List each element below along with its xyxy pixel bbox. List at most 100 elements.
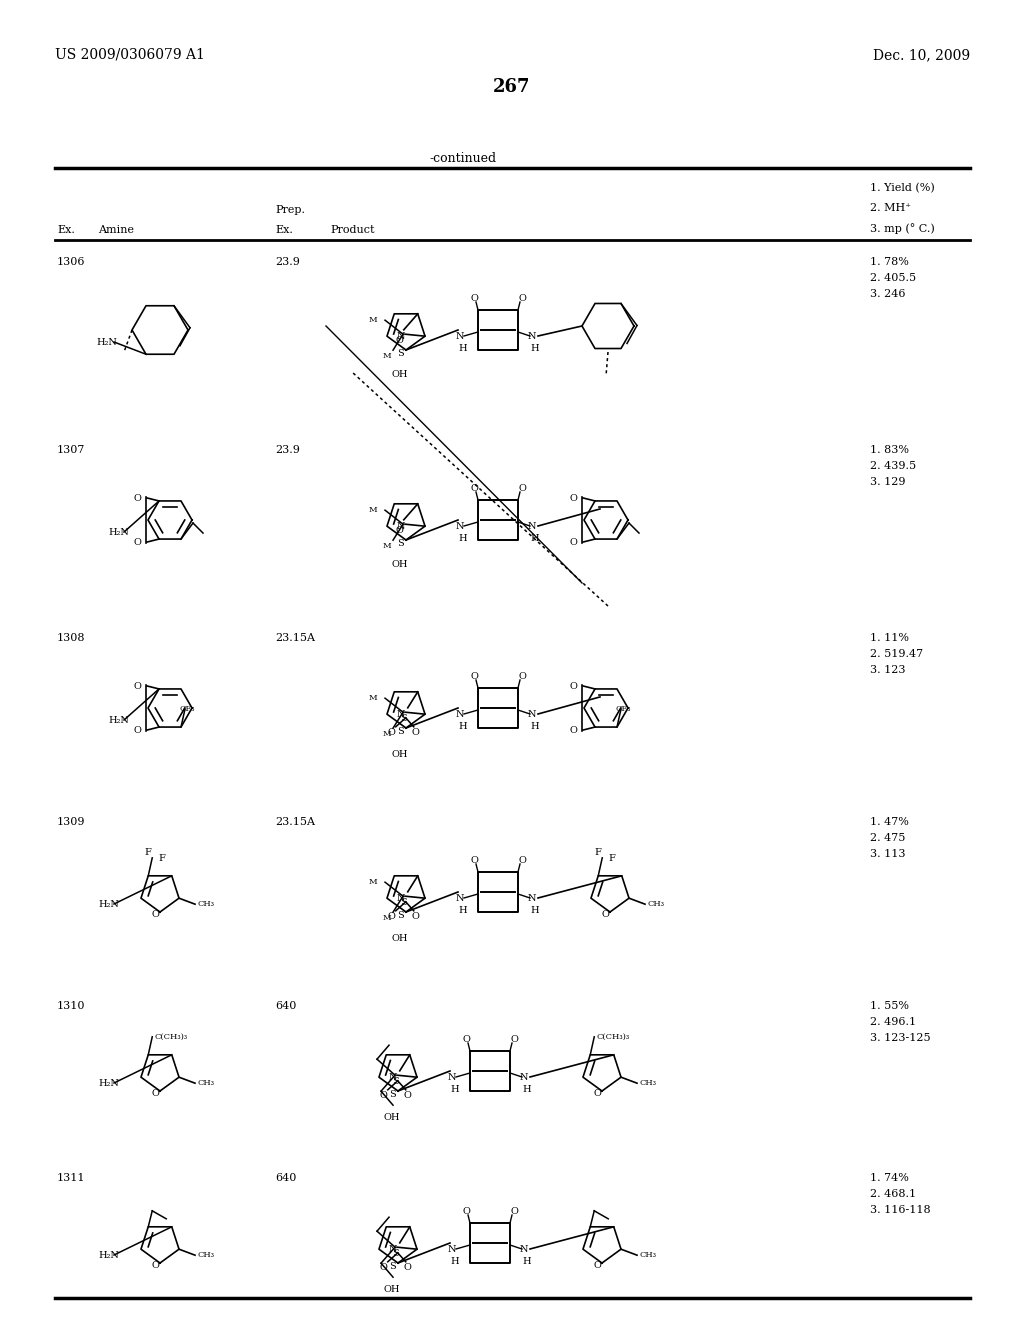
Text: O: O bbox=[412, 727, 420, 737]
Text: 640: 640 bbox=[275, 1173, 296, 1183]
Text: M: M bbox=[369, 506, 378, 515]
Text: O: O bbox=[510, 1206, 518, 1216]
Text: 1. 83%: 1. 83% bbox=[870, 445, 909, 455]
Text: S: S bbox=[392, 1077, 398, 1086]
Text: 1. Yield (%): 1. Yield (%) bbox=[870, 183, 935, 193]
Text: O: O bbox=[403, 1090, 412, 1100]
Text: 1311: 1311 bbox=[57, 1173, 85, 1183]
Text: O: O bbox=[152, 1089, 159, 1098]
Text: M: M bbox=[383, 352, 391, 360]
Text: 2. 475: 2. 475 bbox=[870, 833, 905, 843]
Text: S: S bbox=[396, 348, 403, 358]
Text: 23.9: 23.9 bbox=[275, 257, 300, 267]
Text: H: H bbox=[458, 722, 467, 731]
Text: N: N bbox=[528, 710, 537, 719]
Text: 23.15A: 23.15A bbox=[275, 634, 315, 643]
Text: S: S bbox=[396, 911, 403, 920]
Text: O: O bbox=[518, 484, 526, 492]
Text: C(CH₃)₃: C(CH₃)₃ bbox=[596, 1032, 630, 1040]
Text: US 2009/0306079 A1: US 2009/0306079 A1 bbox=[55, 48, 205, 62]
Text: N: N bbox=[397, 894, 406, 903]
Text: H: H bbox=[530, 722, 539, 731]
Text: CH₃: CH₃ bbox=[647, 900, 664, 908]
Text: C(CH₃)₃: C(CH₃)₃ bbox=[155, 1032, 187, 1040]
Text: S: S bbox=[399, 898, 407, 907]
Text: 1308: 1308 bbox=[57, 634, 85, 643]
Text: OH: OH bbox=[392, 935, 409, 942]
Text: H₂N: H₂N bbox=[108, 528, 129, 537]
Text: CF₃: CF₃ bbox=[179, 705, 195, 713]
Text: M: M bbox=[383, 730, 391, 738]
Text: O: O bbox=[380, 1263, 388, 1271]
Text: H: H bbox=[522, 1257, 530, 1266]
Text: H: H bbox=[530, 906, 539, 915]
Text: 1. 55%: 1. 55% bbox=[870, 1001, 909, 1011]
Text: 23.15A: 23.15A bbox=[275, 817, 315, 828]
Text: O: O bbox=[593, 1089, 601, 1098]
Text: 1. 11%: 1. 11% bbox=[870, 634, 909, 643]
Text: O: O bbox=[388, 912, 395, 921]
Text: S: S bbox=[396, 539, 403, 548]
Text: 1309: 1309 bbox=[57, 817, 85, 828]
Text: M: M bbox=[369, 694, 378, 702]
Text: H: H bbox=[458, 535, 467, 543]
Text: O: O bbox=[380, 1090, 388, 1100]
Text: 1. 47%: 1. 47% bbox=[870, 817, 909, 828]
Text: Product: Product bbox=[330, 224, 375, 235]
Text: S: S bbox=[392, 1249, 398, 1258]
Text: 3. 129: 3. 129 bbox=[870, 477, 905, 487]
Text: F: F bbox=[608, 854, 615, 863]
Text: CH₃: CH₃ bbox=[639, 1080, 656, 1088]
Text: CH₃: CH₃ bbox=[197, 1080, 214, 1088]
Text: N: N bbox=[397, 333, 406, 341]
Text: H₂N: H₂N bbox=[98, 1078, 119, 1088]
Text: H₂N: H₂N bbox=[98, 900, 119, 909]
Text: 3. 123: 3. 123 bbox=[870, 665, 905, 675]
Text: S: S bbox=[396, 727, 403, 737]
Text: N: N bbox=[528, 333, 537, 341]
Text: CH₃: CH₃ bbox=[639, 1251, 656, 1259]
Text: O: O bbox=[569, 682, 577, 690]
Text: N: N bbox=[520, 1245, 528, 1254]
Text: 267: 267 bbox=[494, 78, 530, 96]
Text: 2. 439.5: 2. 439.5 bbox=[870, 461, 916, 471]
Text: O: O bbox=[395, 335, 403, 345]
Text: 3. mp (° C.): 3. mp (° C.) bbox=[870, 223, 935, 234]
Text: O: O bbox=[518, 294, 526, 304]
Text: O: O bbox=[152, 909, 159, 919]
Text: N: N bbox=[397, 523, 406, 531]
Text: N: N bbox=[528, 894, 537, 903]
Text: O: O bbox=[470, 484, 478, 492]
Text: O: O bbox=[462, 1035, 470, 1044]
Text: O: O bbox=[133, 539, 141, 546]
Text: N: N bbox=[456, 894, 465, 903]
Text: 1. 74%: 1. 74% bbox=[870, 1173, 909, 1183]
Text: Ex.: Ex. bbox=[275, 224, 293, 235]
Text: O: O bbox=[518, 672, 526, 681]
Text: OH: OH bbox=[392, 560, 409, 569]
Text: 3. 116-118: 3. 116-118 bbox=[870, 1205, 931, 1214]
Text: 23.9: 23.9 bbox=[275, 445, 300, 455]
Text: F: F bbox=[144, 847, 152, 857]
Text: 1307: 1307 bbox=[57, 445, 85, 455]
Text: Dec. 10, 2009: Dec. 10, 2009 bbox=[872, 48, 970, 62]
Text: 640: 640 bbox=[275, 1001, 296, 1011]
Text: O: O bbox=[601, 909, 609, 919]
Text: N: N bbox=[397, 710, 406, 719]
Text: OH: OH bbox=[384, 1284, 400, 1294]
Text: N: N bbox=[456, 333, 465, 341]
Text: F: F bbox=[159, 854, 165, 863]
Text: N: N bbox=[449, 1245, 457, 1254]
Text: O: O bbox=[470, 672, 478, 681]
Text: 3. 123-125: 3. 123-125 bbox=[870, 1034, 931, 1043]
Text: 2. 496.1: 2. 496.1 bbox=[870, 1016, 916, 1027]
Text: OH: OH bbox=[392, 370, 409, 379]
Text: CF₃: CF₃ bbox=[615, 705, 631, 713]
Text: M: M bbox=[383, 543, 391, 550]
Text: S: S bbox=[399, 714, 407, 723]
Text: N: N bbox=[528, 521, 537, 531]
Text: OH: OH bbox=[384, 1113, 400, 1122]
Text: N: N bbox=[449, 1073, 457, 1082]
Text: H₂N: H₂N bbox=[98, 1251, 119, 1261]
Text: -continued: -continued bbox=[430, 152, 497, 165]
